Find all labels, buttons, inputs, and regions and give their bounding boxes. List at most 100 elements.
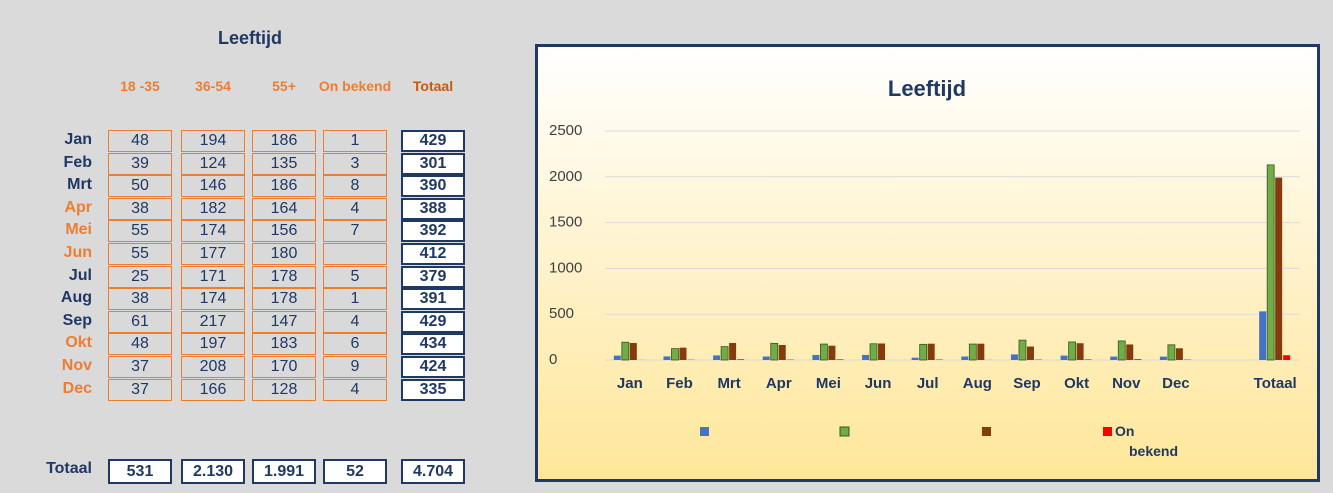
cell: 124 <box>181 152 245 175</box>
cell: 48 <box>108 333 172 356</box>
bar <box>663 356 671 360</box>
bar <box>729 342 737 360</box>
cell: 2.130 <box>181 459 245 484</box>
cell: 178 <box>252 288 316 311</box>
cell: 156 <box>252 220 316 243</box>
bar <box>778 344 786 360</box>
column-header: 55+ <box>272 78 296 94</box>
cell: 8 <box>323 175 387 198</box>
cell: 25 <box>108 265 172 288</box>
cell: 208 <box>181 356 245 378</box>
column-header: 18 -35 <box>120 78 160 94</box>
cell: 4 <box>323 197 387 220</box>
row-label: Totaal <box>46 460 92 477</box>
cell: 217 <box>181 310 245 333</box>
cell: 37 <box>108 356 172 378</box>
chart-title: Leeftijd <box>888 76 966 101</box>
bar <box>862 354 870 360</box>
cell: 38 <box>108 288 172 311</box>
bar <box>1175 348 1183 360</box>
bar <box>1010 354 1018 360</box>
cell: 1 <box>323 288 387 311</box>
bar <box>1110 356 1118 360</box>
bar <box>828 345 836 360</box>
row-label: Apr <box>64 198 92 216</box>
bar <box>836 359 844 360</box>
cell: 177 <box>181 243 245 265</box>
cell: 180 <box>252 243 316 265</box>
bar <box>629 342 637 360</box>
bar <box>1068 341 1077 361</box>
y-tick-label: 0 <box>549 351 557 368</box>
bar <box>1076 343 1084 360</box>
cell: 5 <box>323 265 387 288</box>
bar <box>968 343 977 361</box>
row-label: Mrt <box>67 176 92 194</box>
y-tick-label: 1000 <box>549 259 582 276</box>
bar <box>1084 359 1092 360</box>
chart: Leeftijd 0 500 1000 1500 2000 2500 Jan Feb Mrt Ap… <box>535 44 1320 482</box>
bar <box>1126 344 1134 360</box>
x-tick-label: Aug <box>963 375 992 392</box>
cell: 174 <box>181 288 245 311</box>
bar <box>1018 339 1027 361</box>
bar <box>1060 355 1068 360</box>
cell: 166 <box>181 378 245 401</box>
y-tick-label: 2500 <box>549 122 582 139</box>
x-tick-label: Jan <box>617 375 643 392</box>
cell: 146 <box>181 175 245 198</box>
cell: 186 <box>252 130 316 152</box>
bar <box>819 343 828 361</box>
cell: 531 <box>108 459 172 484</box>
bar <box>621 341 630 361</box>
cell: 4 <box>323 310 387 333</box>
y-tick-label: 500 <box>549 305 574 322</box>
table-title: Leeftijd <box>217 28 282 48</box>
bar <box>762 356 770 360</box>
cell: 301 <box>401 152 465 175</box>
bar <box>713 355 721 360</box>
column-header: On bekend <box>318 78 392 94</box>
bar <box>1159 356 1167 360</box>
x-tick-label: Okt <box>1064 375 1089 392</box>
chart-frame <box>535 44 1320 482</box>
legend-swatch <box>839 426 850 437</box>
bar <box>919 343 928 361</box>
cell: 388 <box>401 197 465 220</box>
cell: 424 <box>401 356 465 378</box>
cell: 48 <box>108 130 172 152</box>
cell: 52 <box>323 459 387 484</box>
cell: 335 <box>401 378 465 401</box>
cell: 39 <box>108 152 172 175</box>
cell: 7 <box>323 220 387 243</box>
cell: 4 <box>323 378 387 401</box>
cell: 147 <box>252 310 316 333</box>
bar <box>1117 340 1126 361</box>
cell: 434 <box>401 333 465 356</box>
y-tick-label: 1500 <box>549 214 582 231</box>
row-label: Feb <box>63 153 92 171</box>
cell: 194 <box>181 130 245 152</box>
cell: 429 <box>401 310 465 333</box>
bar <box>977 343 985 360</box>
bar <box>1167 344 1176 361</box>
x-tick-label: Dec <box>1162 375 1190 392</box>
cell: 379 <box>401 265 465 288</box>
cell: 391 <box>401 288 465 311</box>
cell: 412 <box>401 243 465 265</box>
row-label: Nov <box>61 357 92 374</box>
bar <box>1266 164 1275 361</box>
x-tick-label: Apr <box>766 375 792 392</box>
cell: 38 <box>108 197 172 220</box>
bar <box>869 343 878 361</box>
cell: 55 <box>108 220 172 243</box>
bar <box>613 355 621 360</box>
cell: 183 <box>252 333 316 356</box>
bar <box>1275 177 1283 360</box>
cell: 197 <box>181 333 245 356</box>
x-tick-label: Feb <box>666 375 693 392</box>
cell: 50 <box>108 175 172 198</box>
row-label: Mei <box>65 221 92 239</box>
cell <box>323 243 387 265</box>
